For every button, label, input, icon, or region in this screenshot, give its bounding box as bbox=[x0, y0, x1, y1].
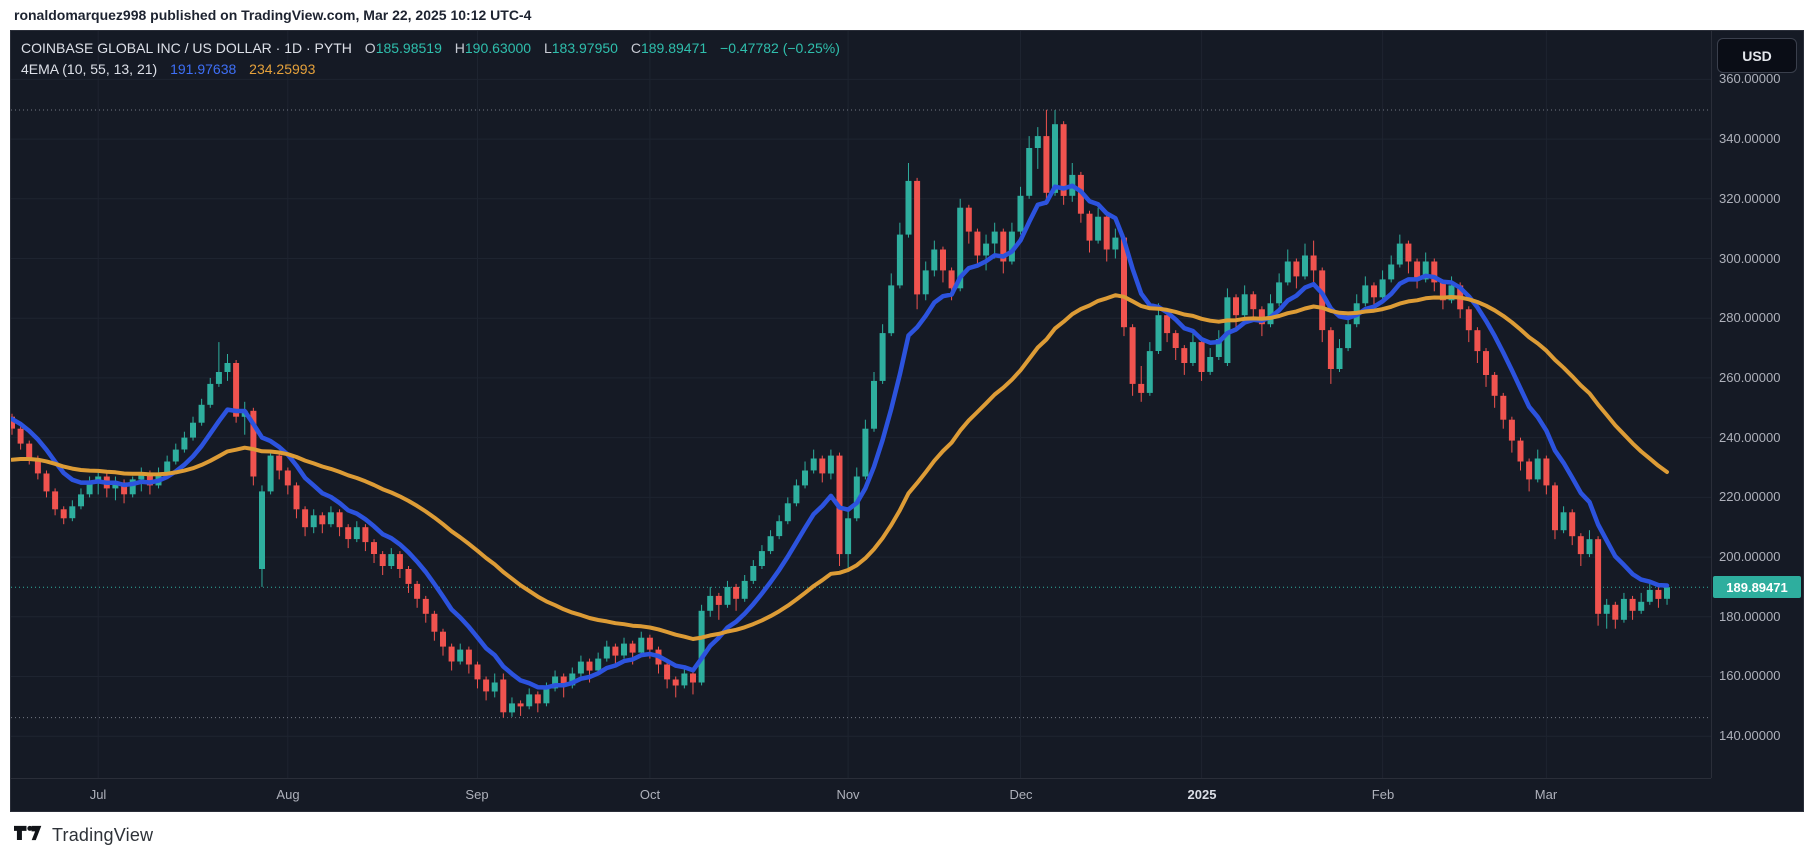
candlestick-canvas[interactable] bbox=[11, 31, 1711, 778]
close-value: 189.89471 bbox=[640, 40, 708, 56]
time-axis-label-aug: Aug bbox=[276, 787, 300, 802]
legend-indicator-row: 4EMA (10, 55, 13, 21) 191.97638 234.2599… bbox=[21, 59, 840, 80]
low-label: L bbox=[543, 40, 552, 56]
chart-legend: COINBASE GLOBAL INC / US DOLLAR · 1D · P… bbox=[21, 38, 840, 80]
price-axis-label: 360.00000 bbox=[1719, 71, 1781, 86]
price-axis-label: 180.00000 bbox=[1719, 609, 1781, 624]
high-label: H bbox=[454, 40, 465, 56]
price-axis-label: 200.00000 bbox=[1719, 549, 1781, 564]
price-axis-label: 220.00000 bbox=[1719, 489, 1781, 504]
time-axis-label-2025: 2025 bbox=[1187, 787, 1217, 802]
open-label: O bbox=[364, 40, 376, 56]
high-value: 190.63000 bbox=[464, 40, 532, 56]
time-axis-label-dec: Dec bbox=[1009, 787, 1033, 802]
price-axis-label: 140.00000 bbox=[1719, 728, 1781, 743]
open-value: 185.98519 bbox=[375, 40, 442, 56]
symbol-title: COINBASE GLOBAL INC / US DOLLAR · 1D · P… bbox=[21, 40, 352, 56]
legend-symbol-row: COINBASE GLOBAL INC / US DOLLAR · 1D · P… bbox=[21, 38, 840, 59]
ema-slow-value: 234.25993 bbox=[249, 61, 316, 77]
time-axis-label-jul: Jul bbox=[89, 787, 107, 802]
candlestick-plot[interactable] bbox=[11, 31, 1711, 778]
time-axis-label-mar: Mar bbox=[1534, 787, 1558, 802]
price-axis-label: 300.00000 bbox=[1719, 251, 1781, 266]
close-label: C bbox=[630, 40, 641, 56]
price-axis-label: 340.00000 bbox=[1719, 131, 1781, 146]
time-axis[interactable]: Jul Aug Sep Oct Nov Dec 2025 Feb Mar bbox=[11, 778, 1711, 812]
change-value: −0.47782 (−0.25%) bbox=[720, 40, 840, 56]
price-axis-label: 320.00000 bbox=[1719, 191, 1781, 206]
low-value: 183.97950 bbox=[551, 40, 618, 56]
time-axis-label-sep: Sep bbox=[465, 787, 489, 802]
tradingview-footer: TradingView bbox=[14, 820, 153, 850]
price-axis[interactable]: USD 189.89471 360.00000 340.00000 320.0000… bbox=[1711, 31, 1804, 778]
price-axis-label: 160.00000 bbox=[1719, 668, 1781, 683]
price-axis-label: 240.00000 bbox=[1719, 430, 1781, 445]
chart-frame: COINBASE GLOBAL INC / US DOLLAR · 1D · P… bbox=[10, 30, 1804, 812]
price-axis-label: 280.00000 bbox=[1719, 310, 1781, 325]
time-axis-label-oct: Oct bbox=[639, 787, 661, 802]
ema-fast-value: 191.97638 bbox=[170, 61, 237, 77]
time-axis-label-nov: Nov bbox=[836, 787, 860, 802]
price-axis-label: 260.00000 bbox=[1719, 370, 1781, 385]
currency-toggle-button[interactable]: USD bbox=[1717, 38, 1797, 73]
attribution-bar: ronaldomarquez998 published on TradingVi… bbox=[14, 0, 531, 30]
time-axis-label-feb: Feb bbox=[1371, 787, 1395, 802]
tradingview-brand-text: TradingView bbox=[52, 824, 154, 845]
last-price-tag: 189.89471 bbox=[1713, 576, 1801, 598]
attribution-text: ronaldomarquez998 published on TradingVi… bbox=[14, 7, 532, 23]
tradingview-logo-icon bbox=[14, 825, 42, 841]
indicator-name: 4EMA (10, 55, 13, 21) bbox=[21, 61, 158, 77]
